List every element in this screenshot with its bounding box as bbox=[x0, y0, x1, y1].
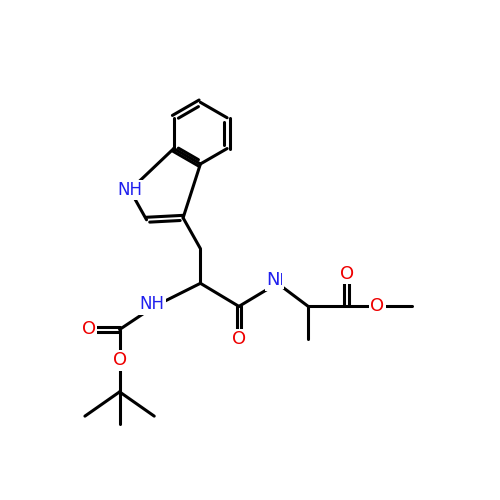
Text: NH: NH bbox=[118, 181, 142, 199]
Text: N: N bbox=[266, 271, 280, 289]
Text: O: O bbox=[340, 264, 354, 282]
Text: O: O bbox=[112, 352, 126, 370]
Text: O: O bbox=[82, 320, 96, 338]
Text: NH: NH bbox=[140, 296, 165, 314]
Text: H: H bbox=[272, 272, 283, 287]
Text: O: O bbox=[370, 298, 384, 316]
Text: O: O bbox=[232, 330, 246, 348]
